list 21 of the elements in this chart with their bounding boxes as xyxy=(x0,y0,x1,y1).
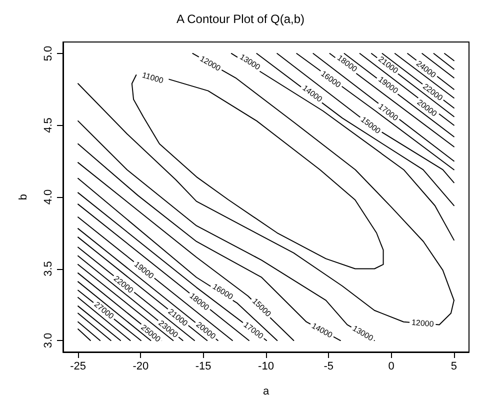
x-tick-label: 5 xyxy=(450,360,458,372)
x-tick-label: -25 xyxy=(70,360,86,372)
line-series xyxy=(78,162,294,342)
x-tick-label: 0 xyxy=(388,360,394,372)
y-tick-label: 4.0 xyxy=(42,189,54,205)
y-tick-label: 3.5 xyxy=(42,261,54,276)
x-tick-label: -20 xyxy=(132,360,149,372)
x-axis-title: a xyxy=(262,386,270,398)
chart-title: A Contour Plot of Q(a,b) xyxy=(176,12,305,26)
x-tick-label: -15 xyxy=(195,360,212,372)
line-series xyxy=(230,52,454,241)
annotation: 11000 xyxy=(141,70,165,86)
annotation: 12000 xyxy=(411,318,435,329)
x-tick-label: -10 xyxy=(258,360,274,372)
line-series xyxy=(78,143,341,342)
y-axis-title: b xyxy=(18,194,30,200)
line-series xyxy=(276,52,454,184)
y-tick-label: 3.0 xyxy=(42,332,54,348)
y-tick-label: 4.5 xyxy=(42,118,54,133)
x-tick-label: -5 xyxy=(324,360,334,372)
y-tick-label: 5.0 xyxy=(42,46,54,62)
